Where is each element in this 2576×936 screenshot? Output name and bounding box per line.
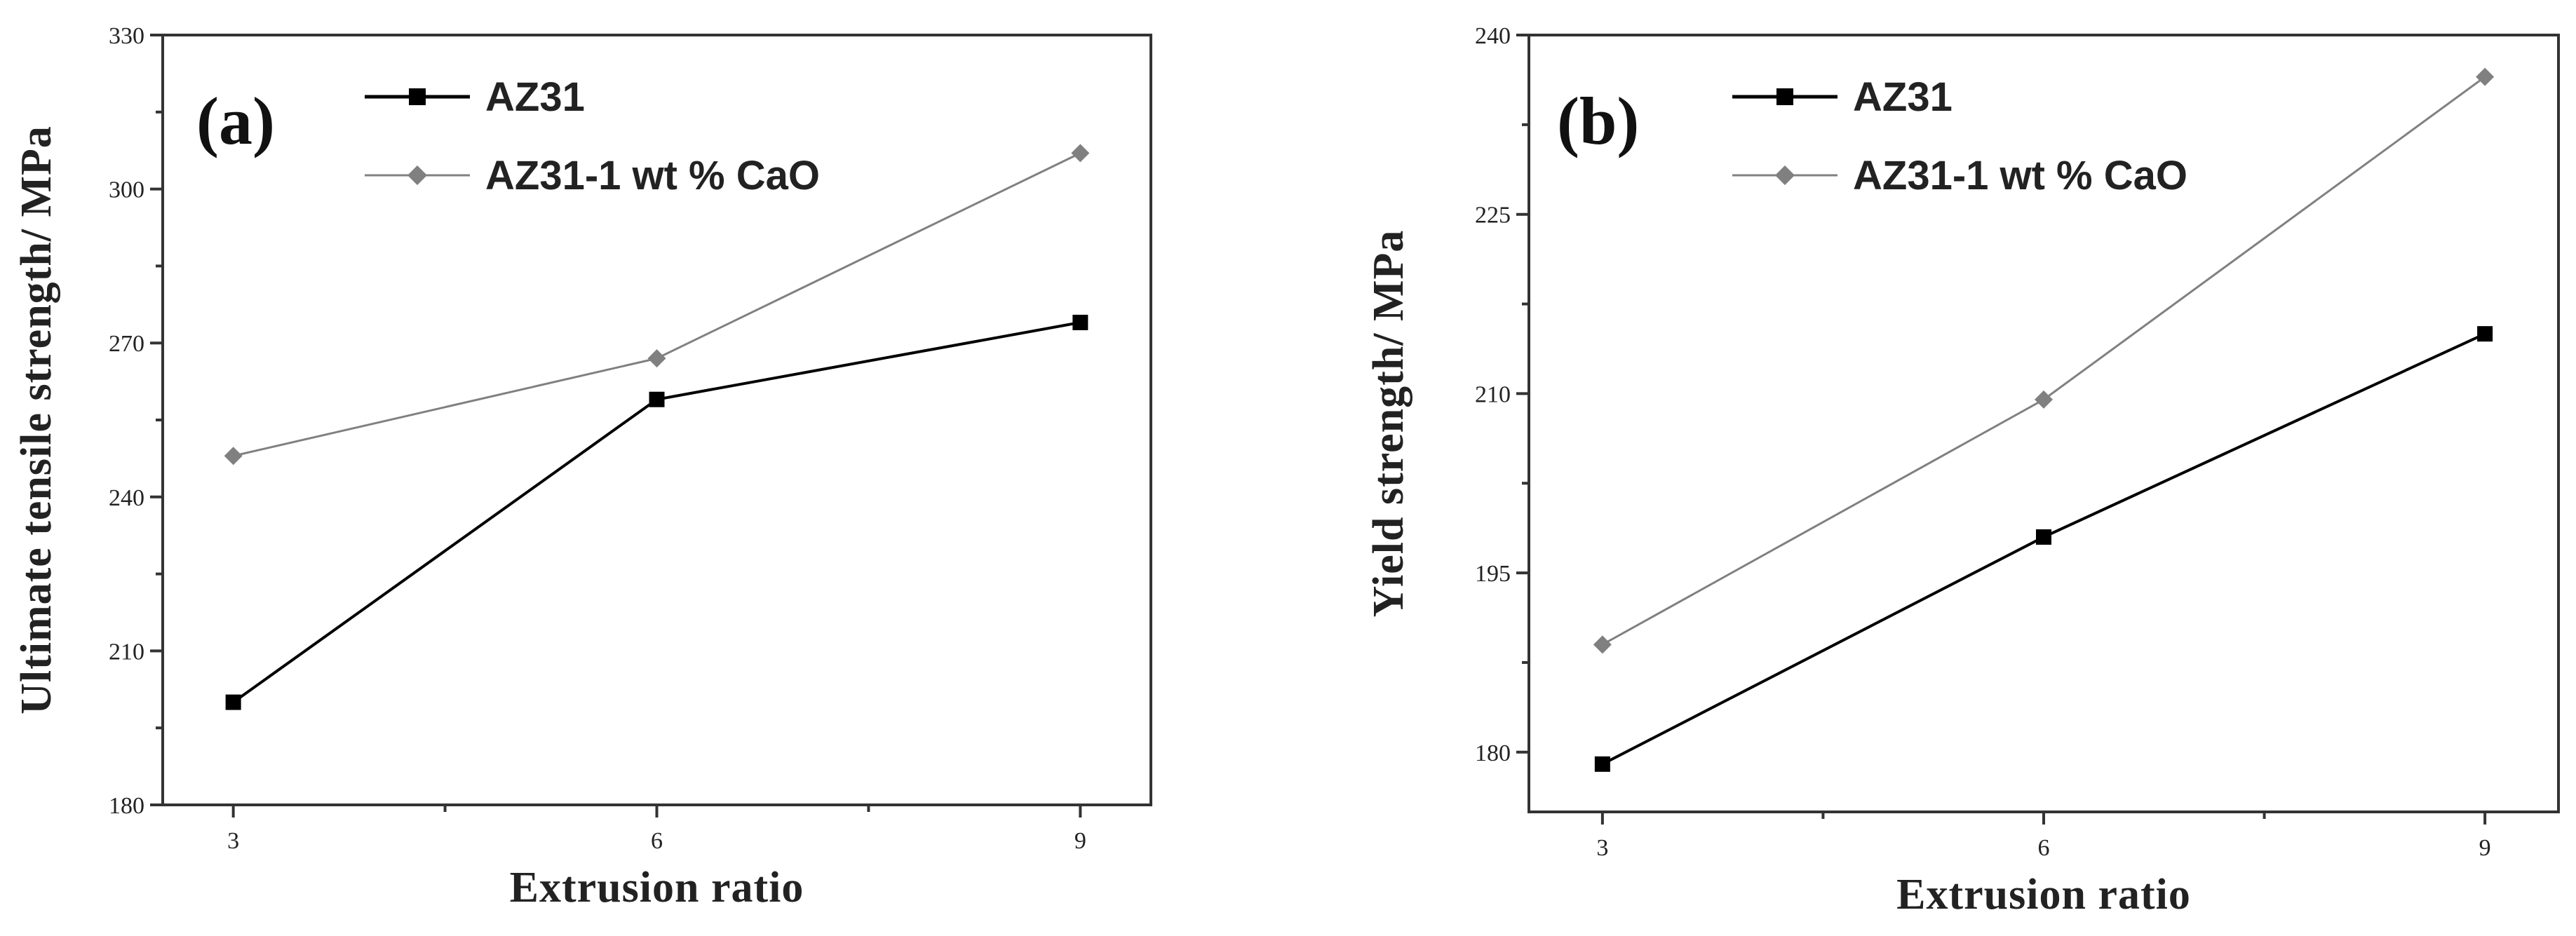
legend-marker-square: [409, 88, 426, 105]
x-tick-label: 6: [2038, 835, 2050, 861]
legend-label: AZ31: [485, 74, 585, 120]
y-tick-label: 195: [1475, 561, 1511, 587]
x-tick-label: 6: [651, 828, 663, 854]
series-line-az31: [232, 320, 1081, 704]
chart-panel-b: 180 195 210 225 240 3 6 9 Extrusion ratio Yield s…: [1365, 23, 2560, 918]
panel-label: (a): [196, 83, 275, 158]
plot-frame: [161, 34, 1152, 806]
y-tick-label: 180: [1475, 740, 1511, 766]
x-tick-label: 3: [1596, 835, 1608, 861]
data-point-square: [649, 391, 665, 407]
data-point-diamond: [1593, 635, 1612, 654]
y-axis-title: Yield strength/ MPa: [1365, 230, 1412, 618]
series-line-az31-1-wt-cao: [233, 152, 1081, 457]
data-point-square: [1594, 756, 1610, 772]
y-tick-label: 240: [109, 485, 144, 511]
x-tick-label: 3: [227, 828, 239, 854]
legend-label: AZ31: [1853, 74, 1953, 120]
x-tick-label: 9: [1074, 828, 1086, 854]
x-tick-label: 9: [2479, 835, 2491, 861]
y-tick-label: 210: [1475, 381, 1511, 407]
data-point-square: [2477, 326, 2493, 342]
chart-panel-a: 180 210 240 270 300 330 3 6 9 Extrusion ratio Ulti…: [13, 23, 1152, 911]
legend-marker-diamond: [1775, 165, 1795, 185]
x-axis-title: Extrusion ratio: [1896, 871, 2191, 918]
y-tick-label: 225: [1475, 203, 1511, 229]
y-tick-label: 330: [109, 23, 144, 49]
plot-frame: [1528, 34, 2560, 813]
data-point-diamond: [2476, 67, 2495, 86]
legend-label: AZ31-1 wt % CaO: [485, 153, 820, 198]
data-point-square: [1072, 314, 1088, 330]
data-point-square: [225, 694, 241, 710]
y-tick-label: 240: [1475, 23, 1511, 49]
data-point-diamond: [647, 349, 666, 368]
x-axis-title: Extrusion ratio: [510, 864, 804, 911]
legend-marker-diamond: [407, 165, 427, 185]
data-point-square: [2036, 529, 2051, 545]
data-point-diamond: [2035, 390, 2053, 409]
legend-marker-square: [1776, 88, 1793, 105]
y-tick-label: 180: [109, 793, 144, 819]
y-tick-label: 270: [109, 331, 144, 357]
legend-label: AZ31-1 wt % CaO: [1853, 153, 2187, 198]
y-tick-label: 300: [109, 177, 144, 203]
data-point-diamond: [1071, 144, 1090, 163]
y-axis-title: Ultimate tensile strength/ MPa: [13, 126, 60, 714]
panel-label: (b): [1557, 83, 1639, 158]
data-point-diamond: [224, 447, 243, 466]
y-tick-label: 210: [109, 639, 144, 665]
